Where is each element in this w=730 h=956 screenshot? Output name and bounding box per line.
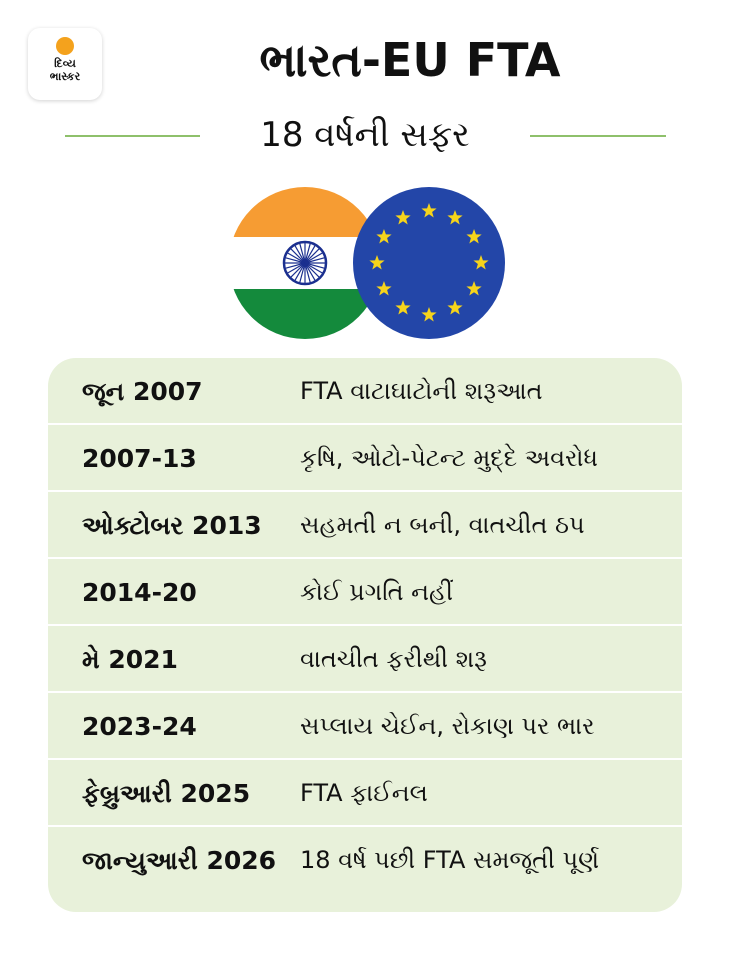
timeline-event: 18 વર્ષ પછી FTA સમજૂતી પૂર્ણ [300,846,600,874]
timeline-event: FTA ફાઈનલ [300,779,428,807]
subtitle-row: 18 વર્ષની સફર [0,110,730,160]
timeline-event: કૃષિ, ઓટો-પેટન્ટ મુદ્દે અવરોધ [300,444,598,472]
row-divider [48,557,682,559]
eu-star-icon [369,255,385,270]
eu-star-icon [376,281,392,296]
logo-line2: ભાસ્કર [49,70,81,83]
timeline-row: ફેબ્રુઆરી 2025 FTA ફાઈનલ [48,760,682,827]
timeline-event: કોઈ પ્રગતિ નહીં [300,578,453,606]
row-divider [48,490,682,492]
eu-star-icon [466,229,482,244]
row-divider [48,825,682,827]
timeline-event: FTA વાટાઘાટોની શરૂઆત [300,377,543,405]
eu-star-icon [421,203,437,218]
logo-line1: દિવ્ય [54,57,76,70]
row-divider [48,691,682,693]
timeline-event: વાતચીત ફરીથી શરૂ [300,645,487,673]
timeline-row: ઓક્ટોબર 2013 સહમતી ન બની, વાતચીત ઠપ [48,492,682,559]
timeline-date: ઓક્ટોબર 2013 [82,511,262,540]
timeline-row: જૂન 2007 FTA વાટાઘાટોની શરૂઆત [48,358,682,425]
divya-bhaskar-logo: દિવ્ય ભાસ્કર [28,28,102,100]
timeline-panel: જૂન 2007 FTA વાટાઘાટોની શરૂઆત 2007-13 કૃષિ,… [48,358,682,912]
eu-star-icon [447,300,463,315]
eu-star-icon [447,209,463,225]
timeline-date: 2014-20 [82,578,197,607]
timeline-date: જાન્યુઆરી 2026 [82,846,277,875]
timeline-date: 2007-13 [82,444,197,473]
timeline-date: જૂન 2007 [82,377,203,406]
page-title: ભારત-EU FTA [259,33,561,87]
row-divider [48,423,682,425]
timeline-row: જાન્યુઆરી 2026 18 વર્ષ પછી FTA સમજૂતી પૂર… [48,827,682,894]
eu-star-icon [466,281,482,296]
sun-icon [56,37,74,55]
eu-star-icon [395,209,411,225]
eu-star-icon [376,229,392,244]
timeline-row: 2007-13 કૃષિ, ઓટો-પેટન્ટ મુદ્દે અવરોધ [48,425,682,492]
flags-group [225,183,510,343]
timeline-row: 2023-24 સપ્લાય ચેઈન, રોકાણ પર ભાર [48,693,682,760]
divider-left [65,135,200,137]
timeline-row: મે 2021 વાતચીત ફરીથી શરૂ [48,626,682,693]
eu-star-icon [473,255,489,270]
row-divider [48,758,682,760]
eu-star-icon [421,307,437,322]
timeline-event: સપ્લાય ચેઈન, રોકાણ પર ભાર [300,712,595,740]
timeline-date: 2023-24 [82,712,197,741]
row-divider [48,624,682,626]
divider-right [530,135,666,137]
timeline-date: મે 2021 [82,645,178,674]
timeline-event: સહમતી ન બની, વાતચીત ઠપ [300,511,585,539]
eu-flag-icon [353,187,505,339]
eu-star-icon [395,300,411,315]
page-subtitle: 18 વર્ષની સફર [260,115,470,155]
timeline-row: 2014-20 કોઈ પ્રગતિ નહીં [48,559,682,626]
timeline-date: ફેબ્રુઆરી 2025 [82,779,251,808]
